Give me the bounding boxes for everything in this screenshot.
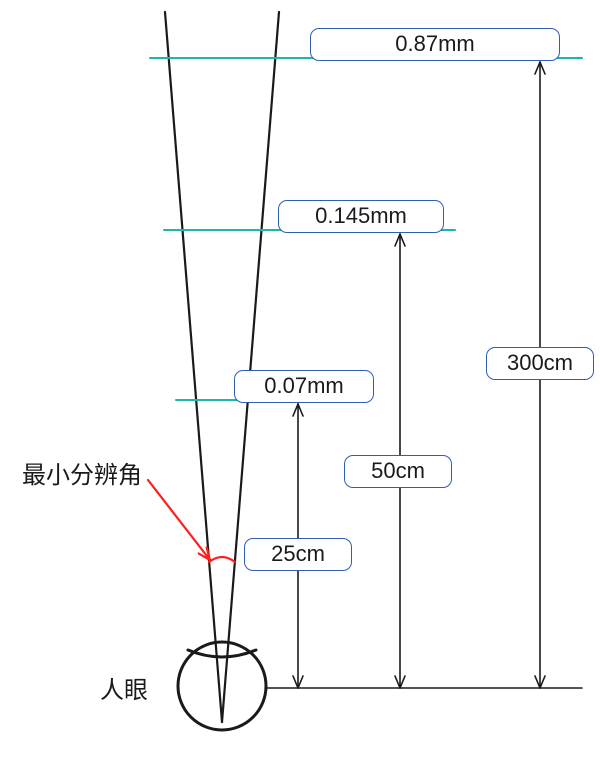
distance-label-300cm: 300cm [486,347,594,380]
eye-label: 人眼 [100,670,148,705]
distance-label-50cm: 50cm [344,455,452,488]
distance-label-25cm: 25cm [244,538,352,571]
resolution-label-50cm: 0.145mm [278,200,444,233]
angle-label: 最小分辨角 [22,455,142,490]
resolution-label-25cm: 0.07mm [234,370,374,403]
resolution-label-300cm: 0.87mm [310,28,560,61]
